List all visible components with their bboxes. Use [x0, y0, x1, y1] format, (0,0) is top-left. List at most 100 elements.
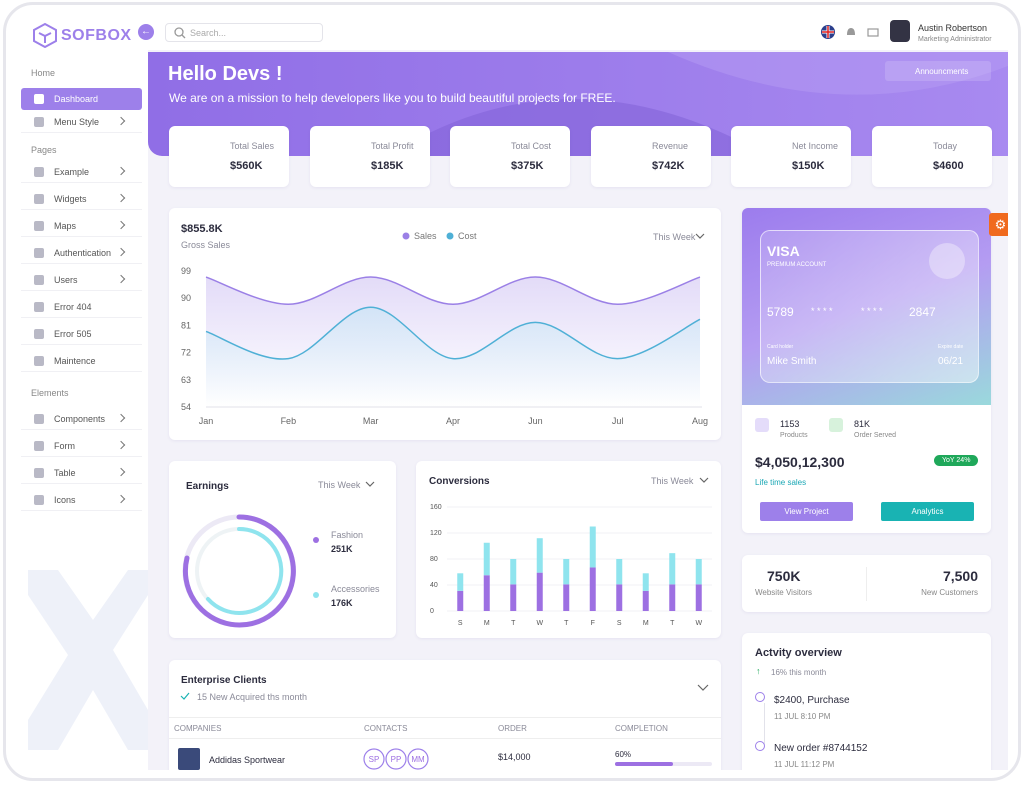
period-dropdown[interactable]: This Week	[653, 232, 696, 242]
legend-label: Sales	[414, 231, 437, 241]
contact-avatar	[385, 748, 407, 770]
collapse-button[interactable]: ←	[138, 24, 154, 40]
stat-label: Today	[933, 141, 958, 151]
x-tick-label: W	[695, 620, 702, 627]
nav-label: Table	[54, 468, 76, 478]
nav-item[interactable]: Error 404	[21, 296, 142, 318]
nav-item[interactable]: Authentication	[21, 242, 142, 264]
nav-item[interactable]: Menu Style	[21, 111, 142, 133]
stat-value: 1153	[780, 419, 800, 429]
logo-text: SOFBOX	[61, 27, 132, 44]
bar-segment	[695, 559, 702, 585]
bar-segment	[483, 575, 490, 611]
nav-label: Form	[54, 441, 75, 451]
stat-label: Revenue	[652, 141, 689, 151]
nav-item[interactable]: Dashboard	[21, 88, 142, 110]
analytics-button[interactable]: Analytics	[881, 502, 974, 521]
bar-segment	[616, 559, 623, 585]
x-tick-label: Jun	[528, 416, 543, 426]
x-tick-label: M	[484, 620, 490, 627]
stat-value: $560K	[230, 160, 263, 172]
divider	[169, 738, 721, 739]
nav-item[interactable]: Widgets	[21, 188, 142, 210]
x-tick-label: Apr	[446, 416, 460, 426]
nav-label: Example	[54, 167, 90, 177]
bar-segment	[642, 573, 649, 591]
card-number: 2847	[909, 305, 936, 319]
stat-card: Total Profit $185K	[310, 126, 430, 187]
y-tick-label: 63	[181, 375, 191, 385]
bar-segment	[642, 590, 649, 611]
nav-label: Error 505	[54, 329, 92, 339]
visitor-label: New Customers	[921, 588, 978, 597]
x-tick-label: Mar	[363, 416, 379, 426]
x-tick-label: W	[536, 620, 543, 627]
nav-item[interactable]: Table	[21, 462, 142, 484]
search-box[interactable]: Search...	[165, 23, 323, 42]
bar-segment	[589, 526, 596, 568]
avatar[interactable]	[890, 20, 910, 42]
card-number: 5789	[767, 305, 794, 319]
header-icons	[821, 25, 879, 39]
nav-item[interactable]: Maintence	[21, 350, 142, 372]
stat-value: $4600	[933, 160, 964, 172]
divider	[866, 567, 867, 601]
card-background	[742, 208, 991, 405]
stat-value: $742K	[652, 160, 685, 172]
y-tick-label: 90	[181, 293, 191, 303]
y-tick-label: 54	[181, 402, 191, 412]
x-tick-label: S	[617, 620, 622, 627]
bar-segment	[669, 553, 676, 585]
contact-avatar	[407, 748, 429, 770]
period-dropdown[interactable]: This Week	[651, 476, 694, 486]
view-project-button[interactable]: View Project	[760, 502, 853, 521]
stat-card: Revenue $742K	[591, 126, 711, 187]
nav-item[interactable]: Error 505	[21, 323, 142, 345]
x-tick-label: Jul	[612, 416, 624, 426]
bar-segment	[669, 584, 676, 611]
series-line	[205, 306, 701, 360]
y-tick-label: 80	[430, 556, 438, 563]
bar-segment	[510, 584, 517, 611]
card-subtitle: 15 New Acquired ths month	[197, 692, 308, 702]
nav-item[interactable]: Form	[21, 435, 142, 457]
stat-label: Total Sales	[230, 141, 275, 151]
nav-item[interactable]: Users	[21, 269, 142, 291]
nav-label: Authentication	[54, 248, 112, 258]
card-number: * * * *	[811, 306, 833, 316]
x-tick-label: Jan	[199, 416, 214, 426]
legend-dot	[402, 232, 410, 240]
nav-item[interactable]: Example	[21, 161, 142, 183]
x-tick-label: T	[670, 620, 675, 627]
x-tick-label: Feb	[281, 416, 297, 426]
stat-card: Total Cost $375K	[450, 126, 570, 187]
x-tick-label: T	[564, 620, 569, 627]
period-dropdown[interactable]: This Week	[318, 480, 361, 490]
stat-label: Products	[780, 432, 808, 439]
card-holder: Mike Smith	[767, 356, 817, 367]
gross-sales-label: Gross Sales	[181, 240, 231, 250]
visitor-value: 750K	[767, 568, 801, 584]
timeline-dot	[755, 692, 765, 702]
bar-segment	[457, 590, 464, 611]
gross-sales-total: $855.8K	[181, 223, 223, 235]
nav-label: Maps	[54, 221, 77, 231]
nav-item[interactable]: Icons	[21, 489, 142, 511]
nav-item[interactable]: Maps	[21, 215, 142, 237]
card-title: Actvity overview	[755, 647, 842, 659]
search-placeholder: Search...	[190, 28, 227, 38]
activity-time: 11 JUL 11:12 PM	[774, 760, 835, 769]
visitor-label: Website Visitors	[755, 588, 813, 597]
sidebar-decoration	[28, 570, 148, 750]
nav-item[interactable]: Components	[21, 408, 142, 430]
y-tick-label: 40	[430, 582, 438, 589]
stat-card: Net Income $150K	[731, 126, 851, 187]
nav-label: Icons	[54, 495, 76, 505]
column-header: COMPLETION	[615, 724, 668, 733]
announcements-button[interactable]: Announcments	[885, 61, 991, 81]
bar-segment	[616, 584, 623, 611]
settings-button[interactable]: ⚙	[989, 213, 1008, 236]
y-tick-label: 81	[181, 320, 191, 330]
products-icon	[755, 418, 769, 432]
legend-value: 176K	[331, 598, 353, 608]
